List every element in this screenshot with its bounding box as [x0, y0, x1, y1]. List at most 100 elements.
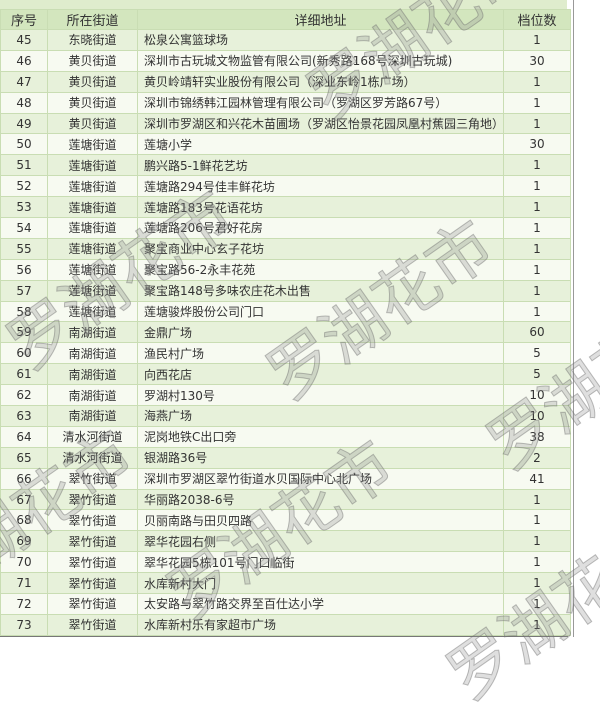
- cell-stalls: 1: [503, 509, 571, 532]
- cell-stalls: 30: [503, 133, 571, 156]
- table-row: 59 南湖街道 金鼎广场 60: [0, 321, 571, 344]
- cell-address: 海燕广场: [137, 405, 504, 427]
- table-row: 69 翠竹街道 翠华花园右侧 1: [0, 530, 571, 553]
- cell-street: 东晓街道: [47, 29, 138, 51]
- cell-stalls: 1: [503, 70, 571, 93]
- cell-street: 翠竹街道: [47, 551, 138, 574]
- cell-address: 深圳市罗湖区和兴花木苗圃场（罗湖区怡景花园凤凰村蕉园三角地）: [137, 112, 504, 135]
- cell-index: 61: [0, 363, 48, 386]
- page-border-line: [573, 0, 574, 637]
- cell-address: 深圳市罗湖区翠竹街道水贝国际中心北广场: [137, 467, 504, 490]
- cell-stalls: 1: [503, 572, 571, 595]
- cell-stalls: 1: [503, 551, 571, 574]
- table-row: 45 东晓街道 松泉公寓篮球场 1: [0, 29, 571, 51]
- cell-index: 57: [0, 279, 48, 302]
- cell-index: 59: [0, 321, 48, 344]
- cell-address: 泥岗地铁C出口旁: [137, 425, 504, 448]
- cell-index: 72: [0, 593, 48, 615]
- cell-address: 翠华花园5栋101号门口临街: [137, 551, 504, 574]
- cell-address: 向西花店: [137, 363, 504, 386]
- cell-address: 莲塘小学: [137, 133, 504, 156]
- table-row: 52 莲塘街道 莲塘路294号佳丰鲜花坊 1: [0, 175, 571, 198]
- cell-index: 53: [0, 196, 48, 219]
- table-row: 60 南湖街道 渔民村广场 5: [0, 342, 571, 365]
- cell-street: 翠竹街道: [47, 613, 138, 636]
- cell-index: 49: [0, 112, 48, 135]
- cell-stalls: 1: [503, 530, 571, 553]
- cell-stalls: 41: [503, 467, 571, 490]
- cell-index: 54: [0, 217, 48, 239]
- cell-stalls: 38: [503, 425, 571, 448]
- table-row: 66 翠竹街道 深圳市罗湖区翠竹街道水贝国际中心北广场 41: [0, 467, 571, 490]
- cell-stalls: 60: [503, 321, 571, 344]
- cell-index: 51: [0, 154, 48, 177]
- cell-stalls: 1: [503, 258, 571, 281]
- cell-address: 翠华花园右侧: [137, 530, 504, 553]
- cell-address: 水库新村乐有家超市广场: [137, 613, 504, 636]
- cell-address: 莲塘路183号花语花坊: [137, 196, 504, 219]
- table-row: 57 莲塘街道 聚宝路148号多味农庄花木出售 1: [0, 279, 571, 302]
- cell-stalls: 5: [503, 363, 571, 386]
- table-row: 46 黄贝街道 深圳市古玩城文物监管有限公司(新秀路168号深圳古玩城) 30: [0, 49, 571, 72]
- cell-address: 华丽路2038-6号: [137, 488, 504, 511]
- cell-street: 莲塘街道: [47, 196, 138, 219]
- cell-street: 莲塘街道: [47, 175, 138, 198]
- cell-index: 67: [0, 488, 48, 511]
- cell-street: 黄贝街道: [47, 70, 138, 93]
- cell-street: 翠竹街道: [47, 467, 138, 490]
- cell-stalls: 1: [503, 300, 571, 323]
- cell-street: 莲塘街道: [47, 217, 138, 239]
- cell-stalls: 1: [503, 217, 571, 239]
- table-row: 56 莲塘街道 聚宝路56-2永丰花苑 1: [0, 258, 571, 281]
- table-row: 73 翠竹街道 水库新村乐有家超市广场 1: [0, 613, 571, 636]
- cell-index: 48: [0, 91, 48, 114]
- table-top-band: [0, 0, 567, 9]
- table-row: 65 清水河街道 银湖路36号 2: [0, 446, 571, 469]
- table-row: 53 莲塘街道 莲塘路183号花语花坊 1: [0, 196, 571, 219]
- cell-address: 深圳市古玩城文物监管有限公司(新秀路168号深圳古玩城): [137, 49, 504, 72]
- table-row: 47 黄贝街道 黄贝岭靖轩实业股份有限公司（深业东岭1栋广场） 1: [0, 70, 571, 93]
- table-row: 51 莲塘街道 鹏兴路5-1鲜花艺坊 1: [0, 154, 571, 177]
- cell-index: 46: [0, 49, 48, 72]
- cell-street: 南湖街道: [47, 342, 138, 365]
- cell-address: 黄贝岭靖轩实业股份有限公司（深业东岭1栋广场）: [137, 70, 504, 93]
- cell-stalls: 1: [503, 488, 571, 511]
- cell-index: 71: [0, 572, 48, 595]
- table-row: 55 莲塘街道 聚宝商业中心玄子花坊 1: [0, 237, 571, 260]
- table-frame: 序号 所在街道 详细地址 档位数 45 东晓街道 松泉公寓篮球场 1 46 黄贝街道 深圳市…: [0, 9, 571, 637]
- cell-street: 南湖街道: [47, 405, 138, 427]
- cell-street: 翠竹街道: [47, 509, 138, 532]
- cell-stalls: 2: [503, 446, 571, 469]
- cell-street: 莲塘街道: [47, 258, 138, 281]
- cell-street: 南湖街道: [47, 321, 138, 344]
- table-row: 54 莲塘街道 莲塘路206号君好花房 1: [0, 217, 571, 239]
- cell-street: 翠竹街道: [47, 572, 138, 595]
- cell-address: 松泉公寓篮球场: [137, 29, 504, 51]
- cell-stalls: 1: [503, 112, 571, 135]
- header-index: 序号: [0, 9, 48, 30]
- cell-address: 鹏兴路5-1鲜花艺坊: [137, 154, 504, 177]
- cell-address: 贝丽南路与田贝四路: [137, 509, 504, 532]
- cell-street: 南湖街道: [47, 384, 138, 407]
- cell-address: 银湖路36号: [137, 446, 504, 469]
- table-row: 48 黄贝街道 深圳市锦绣韩江园林管理有限公司（罗湖区罗芳路67号） 1: [0, 91, 571, 114]
- cell-stalls: 1: [503, 196, 571, 219]
- cell-street: 南湖街道: [47, 363, 138, 386]
- cell-street: 莲塘街道: [47, 154, 138, 177]
- cell-street: 翠竹街道: [47, 593, 138, 615]
- cell-stalls: 1: [503, 91, 571, 114]
- cell-index: 56: [0, 258, 48, 281]
- table-header-row: 序号 所在街道 详细地址 档位数: [0, 9, 571, 30]
- header-stalls: 档位数: [503, 9, 571, 30]
- cell-index: 47: [0, 70, 48, 93]
- cell-stalls: 30: [503, 49, 571, 72]
- table-row: 50 莲塘街道 莲塘小学 30: [0, 133, 571, 156]
- cell-stalls: 10: [503, 384, 571, 407]
- table-row: 71 翠竹街道 水库新村大门 1: [0, 572, 571, 595]
- table-row: 63 南湖街道 海燕广场 10: [0, 405, 571, 427]
- cell-stalls: 1: [503, 593, 571, 615]
- table-row: 62 南湖街道 罗湖村130号 10: [0, 384, 571, 407]
- cell-address: 太安路与翠竹路交界至百仕达小学: [137, 593, 504, 615]
- table-row: 61 南湖街道 向西花店 5: [0, 363, 571, 386]
- cell-address: 深圳市锦绣韩江园林管理有限公司（罗湖区罗芳路67号）: [137, 91, 504, 114]
